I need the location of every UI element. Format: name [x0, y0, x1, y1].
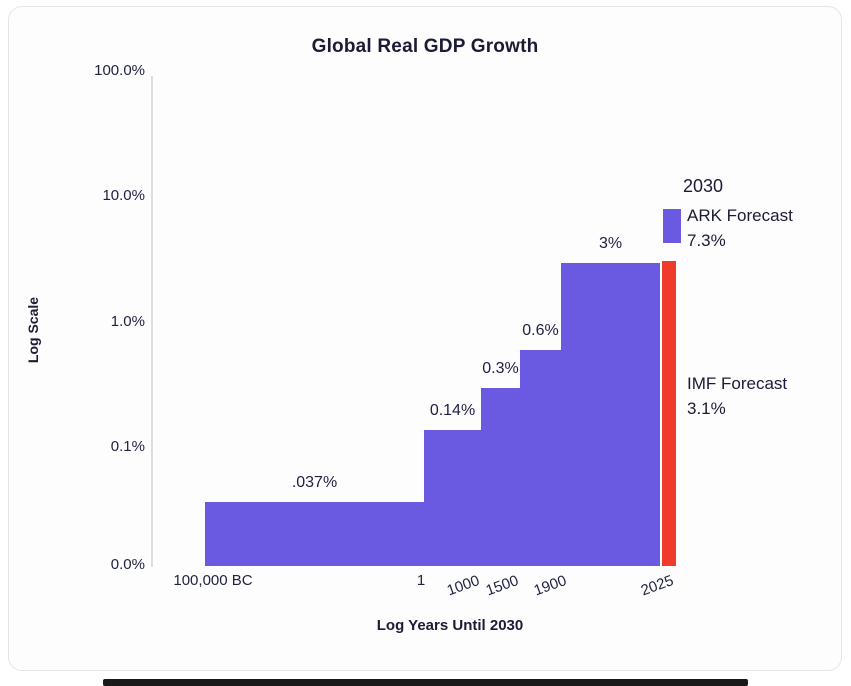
x-tick-label: 100,000 BC: [173, 572, 253, 589]
imf-forecast-value: 3.1%: [687, 399, 726, 418]
y-tick-label: 100.0%: [94, 62, 145, 79]
annotation-2030: 2030: [683, 176, 724, 196]
y-tick-label: 1.0%: [110, 313, 145, 330]
y-axis-line: [151, 76, 153, 567]
y-tick-label: 0.0%: [110, 556, 145, 573]
annotation-imf-forecast: IMF Forecast 3.1%: [687, 371, 787, 421]
bar-value-label: 0.6%: [522, 322, 559, 339]
chart-title: Global Real GDP Growth: [311, 36, 539, 57]
ark-forecast-label: ARK Forecast: [687, 206, 793, 225]
x-axis-label: Log Years Until 2030: [376, 617, 524, 634]
y-tick-label: 10.0%: [102, 187, 145, 204]
bottom-edge-bar: [103, 679, 748, 686]
gdp-growth-bar: [205, 502, 424, 566]
ark-forecast-bar: [663, 209, 681, 243]
bar-value-label: .037%: [291, 474, 338, 491]
y-axis-label: Log Scale: [25, 296, 41, 364]
bar-value-label: 3%: [598, 235, 623, 252]
imf-forecast-label: IMF Forecast: [687, 374, 788, 393]
gdp-growth-bar: [424, 430, 481, 566]
annotation-ark-forecast: ARK Forecast 7.3%: [687, 203, 793, 253]
imf-forecast-bar-2025: [662, 261, 676, 566]
gdp-growth-bar: [481, 388, 520, 566]
bar-value-label: 0.3%: [482, 360, 519, 377]
gdp-growth-bar: [561, 263, 660, 566]
x-tick-label: 1: [416, 572, 426, 589]
y-tick-label: 0.1%: [110, 438, 145, 455]
gdp-growth-bar: [520, 350, 561, 566]
bar-value-label: 0.14%: [429, 402, 476, 419]
ark-forecast-value: 7.3%: [687, 231, 726, 250]
